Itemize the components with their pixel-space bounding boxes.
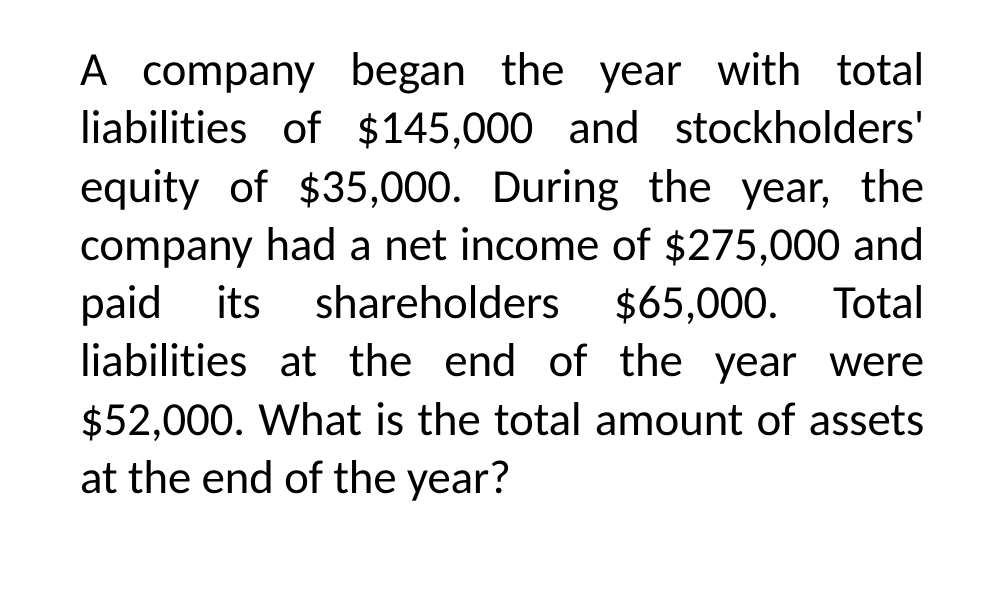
question-paragraph: A company began the year with total liab… <box>80 40 924 506</box>
